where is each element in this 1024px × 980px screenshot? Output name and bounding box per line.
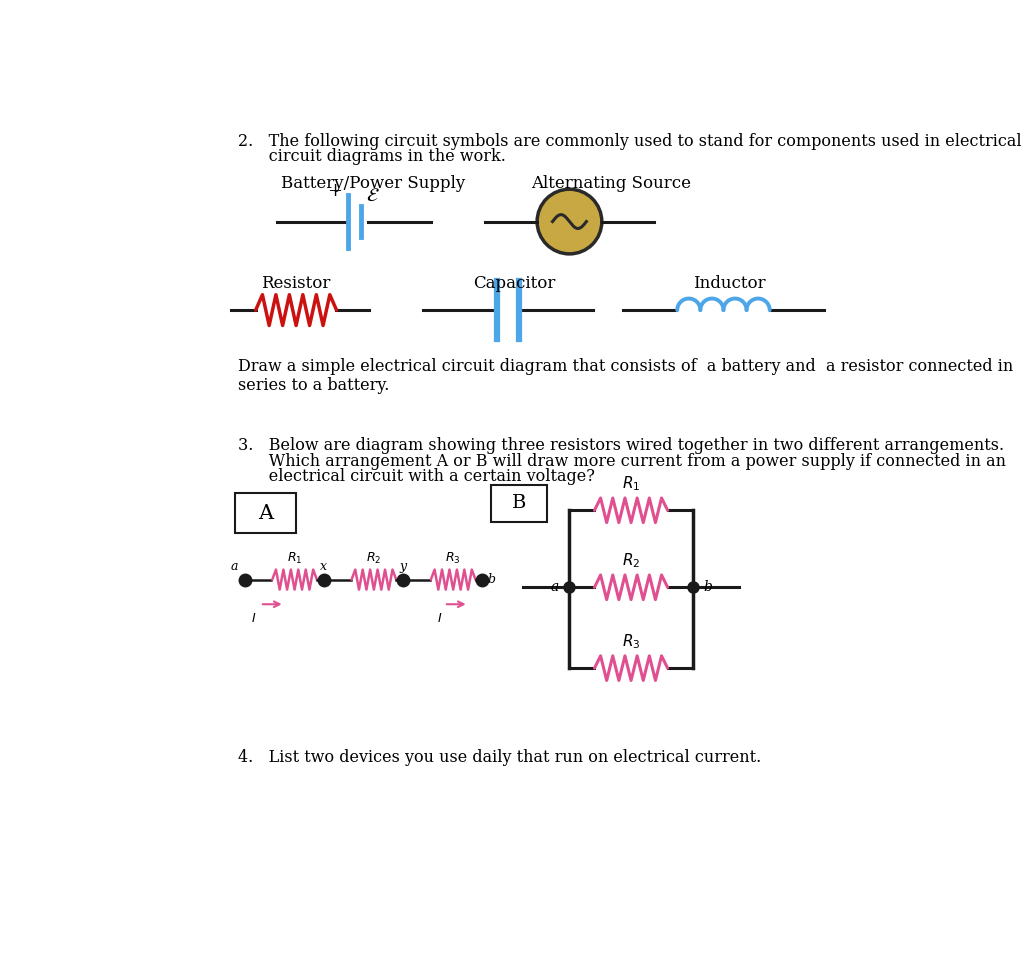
Text: Which arrangement A or B will draw more current from a power supply if connected: Which arrangement A or B will draw more … <box>239 453 1007 469</box>
Text: b: b <box>487 573 495 586</box>
Text: Battery/Power Supply: Battery/Power Supply <box>281 175 465 192</box>
Circle shape <box>538 189 602 254</box>
Bar <box>490 485 547 521</box>
Bar <box>234 493 296 533</box>
Text: Alternating Source: Alternating Source <box>531 175 691 192</box>
Text: $R_3$: $R_3$ <box>622 632 640 651</box>
Text: y: y <box>399 561 407 573</box>
Text: circuit diagrams in the work.: circuit diagrams in the work. <box>239 148 506 166</box>
Text: 4.   List two devices you use daily that run on electrical current.: 4. List two devices you use daily that r… <box>239 749 762 766</box>
Text: $\mathcal{E}$: $\mathcal{E}$ <box>367 185 380 205</box>
Text: Draw a simple electrical circuit diagram that consists of  a battery and  a resi: Draw a simple electrical circuit diagram… <box>239 358 1014 394</box>
Text: $R_2$: $R_2$ <box>622 552 640 570</box>
Text: Inductor: Inductor <box>692 275 765 292</box>
Text: $R_1$: $R_1$ <box>287 551 302 565</box>
Text: a: a <box>551 580 559 594</box>
Text: $R_3$: $R_3$ <box>445 551 461 565</box>
Text: a: a <box>230 561 239 573</box>
Text: B: B <box>511 494 526 513</box>
Text: $R_2$: $R_2$ <box>367 551 382 565</box>
Text: $I$: $I$ <box>436 612 442 625</box>
Text: Capacitor: Capacitor <box>473 275 556 292</box>
Text: 3.   Below are diagram showing three resistors wired together in two different a: 3. Below are diagram showing three resis… <box>239 437 1005 454</box>
Text: x: x <box>321 561 328 573</box>
Text: electrical circuit with a certain voltage?: electrical circuit with a certain voltag… <box>239 468 595 485</box>
Text: 2.   The following circuit symbols are commonly used to stand for components use: 2. The following circuit symbols are com… <box>239 133 1022 150</box>
Text: A: A <box>258 504 272 523</box>
Text: $R_1$: $R_1$ <box>622 474 640 493</box>
Text: $I$: $I$ <box>251 612 256 625</box>
Text: b: b <box>703 580 713 594</box>
Text: +: + <box>327 182 342 200</box>
Text: Resistor: Resistor <box>261 275 331 292</box>
